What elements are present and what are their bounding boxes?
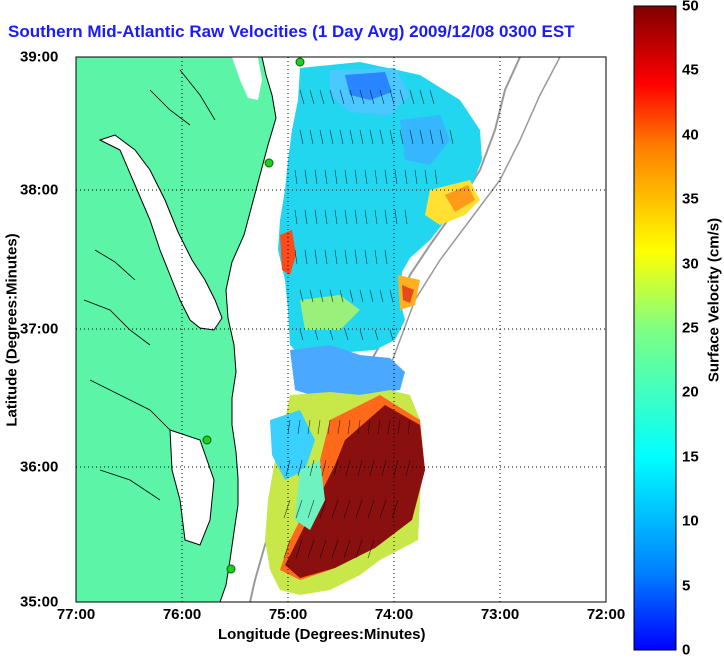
colorbar-label: Surface Velocity (cm/s)	[705, 217, 723, 383]
colorbar-tick-label: 40	[682, 126, 699, 144]
sound-water	[170, 430, 214, 545]
colorbar-tick-label: 10	[682, 512, 699, 530]
x-axis-label: Longitude (Degrees:Minutes)	[218, 626, 426, 643]
y-tick-label: 35:00	[20, 593, 59, 611]
colorbar-tick-label: 30	[682, 255, 699, 273]
station-marker	[264, 158, 274, 168]
y-axis-label: Latitude (Degrees:Minutes)	[3, 233, 21, 427]
map-grid	[76, 57, 606, 602]
y-tick-label: 39:00	[20, 48, 59, 66]
x-tick-label: 76:00	[162, 606, 202, 623]
delaware-bay	[232, 57, 262, 100]
colorbar-tick-label: 5	[682, 577, 691, 595]
x-tick-label: 77:00	[56, 606, 96, 623]
chesapeake-bay	[100, 135, 222, 330]
x-tick-label: 75:00	[268, 606, 308, 623]
x-tick-label: 72:00	[586, 606, 626, 623]
station-marker	[226, 564, 236, 574]
y-tick-label: 38:00	[20, 181, 59, 199]
colorbar-tick-label: 50	[682, 0, 699, 15]
station-marker	[202, 435, 212, 445]
hf-radar-stations	[202, 57, 305, 574]
colorbar-tick-label: 25	[682, 319, 699, 337]
colorbar-tick-label: 45	[682, 61, 699, 79]
x-tick-label: 74:00	[374, 606, 414, 623]
colorbar-tick-label: 35	[682, 190, 699, 208]
colorbar-tick-label: 0	[682, 641, 691, 659]
colorbar	[633, 5, 677, 651]
velocity-vectors	[283, 89, 454, 559]
y-tick-label: 36:00	[20, 458, 59, 476]
colorbar-tick-label: 15	[682, 448, 699, 466]
station-marker	[295, 57, 305, 67]
plot-frame	[75, 56, 607, 603]
map-title: Southern Mid-Atlantic Raw Velocities (1 …	[8, 22, 575, 41]
y-tick-label: 37:00	[20, 320, 59, 338]
x-tick-label: 73:00	[480, 606, 520, 623]
colorbar-tick-label: 20	[682, 383, 699, 401]
